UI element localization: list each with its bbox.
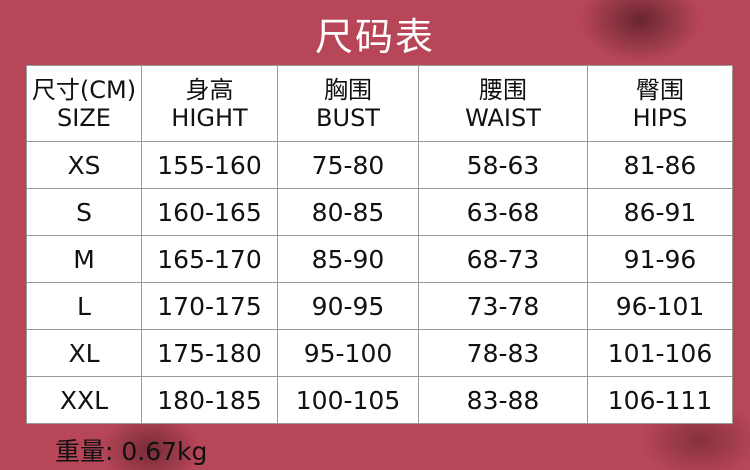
measurement-cell: 175-180 — [141, 329, 278, 377]
page-title: 尺码表 — [314, 15, 435, 59]
table-row: L 170-175 90-95 73-78 96-101 — [26, 282, 733, 330]
size-cell: XS — [26, 141, 142, 189]
column-header-en: HIGHT — [171, 103, 248, 132]
measurement-cell: 101-106 — [587, 329, 733, 377]
column-header: 腰围 WAIST — [418, 65, 588, 142]
weight-label: 重量: 0.67kg — [55, 437, 208, 466]
measurement-cell: 78-83 — [418, 329, 588, 377]
measurement-cell: 100-105 — [277, 376, 419, 424]
measurement-cell: 95-100 — [277, 329, 419, 377]
size-cell: S — [26, 188, 142, 236]
column-header: 身高 HIGHT — [141, 65, 278, 142]
measurement-cell: 165-170 — [141, 235, 278, 283]
column-header-en: HIPS — [632, 103, 688, 132]
measurement-cell: 170-175 — [141, 282, 278, 330]
column-header: 胸围 BUST — [277, 65, 419, 142]
measurement-cell: 83-88 — [418, 376, 588, 424]
table-row: XS 155-160 75-80 58-63 81-86 — [26, 141, 733, 189]
size-cell: L — [26, 282, 142, 330]
measurement-cell: 85-90 — [277, 235, 419, 283]
column-header-cn: 胸围 — [324, 75, 372, 104]
measurement-cell: 180-185 — [141, 376, 278, 424]
measurement-cell: 160-165 — [141, 188, 278, 236]
table-row: XL 175-180 95-100 78-83 101-106 — [26, 329, 733, 377]
column-header: 尺寸(CM) SIZE — [26, 65, 142, 142]
measurement-cell: 90-95 — [277, 282, 419, 330]
measurement-cell: 68-73 — [418, 235, 588, 283]
measurement-cell: 73-78 — [418, 282, 588, 330]
size-cell: XL — [26, 329, 142, 377]
size-cell: M — [26, 235, 142, 283]
table-row: XXL 180-185 100-105 83-88 106-111 — [26, 376, 733, 424]
column-header-en: BUST — [316, 103, 380, 132]
column-header-cn: 尺寸(CM) — [31, 75, 137, 104]
measurement-cell: 155-160 — [141, 141, 278, 189]
measurement-cell: 75-80 — [277, 141, 419, 189]
size-cell: XXL — [26, 376, 142, 424]
measurement-cell: 106-111 — [587, 376, 733, 424]
column-header-cn: 臀围 — [636, 75, 684, 104]
table-row: M 165-170 85-90 68-73 91-96 — [26, 235, 733, 283]
measurement-cell: 63-68 — [418, 188, 588, 236]
measurement-cell: 81-86 — [587, 141, 733, 189]
column-header-en: WAIST — [465, 103, 541, 132]
measurement-cell: 58-63 — [418, 141, 588, 189]
measurement-cell: 96-101 — [587, 282, 733, 330]
measurement-cell: 91-96 — [587, 235, 733, 283]
column-header: 臀围 HIPS — [587, 65, 733, 142]
measurement-cell: 86-91 — [587, 188, 733, 236]
column-header-cn: 腰围 — [479, 75, 527, 104]
table-header-row: 尺寸(CM) SIZE 身高 HIGHT 胸围 BUST 腰围 WAIST 臀围 HIPS — [26, 65, 733, 142]
column-header-cn: 身高 — [185, 75, 234, 104]
table-row: S 160-165 80-85 63-68 86-91 — [26, 188, 733, 236]
measurement-cell: 80-85 — [277, 188, 419, 236]
column-header-en: SIZE — [57, 103, 111, 132]
size-chart-table: 尺寸(CM) SIZE 身高 HIGHT 胸围 BUST 腰围 WAIST 臀围 HIPS XS 1… — [26, 65, 733, 424]
